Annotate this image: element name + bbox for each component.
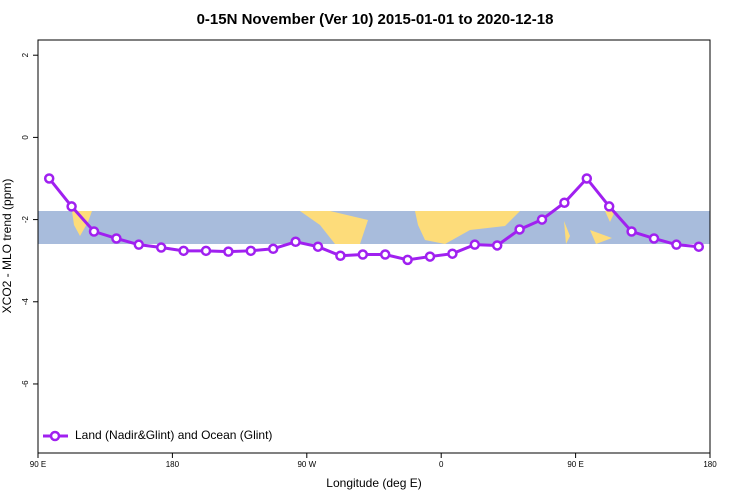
- data-point: [514, 224, 525, 235]
- data-point: [200, 245, 212, 257]
- data-point: [671, 239, 682, 250]
- data-point: [469, 239, 481, 250]
- y-axis-label: XCO2 - MLO trend (ppm): [0, 179, 14, 314]
- x-tick-label: 90 W: [297, 460, 316, 469]
- data-point: [648, 233, 660, 244]
- data-point: [111, 233, 122, 244]
- data-point: [133, 239, 145, 250]
- data-point: [312, 241, 324, 252]
- data-point: [626, 226, 637, 237]
- data-point: [66, 201, 77, 212]
- x-tick-label: 180: [703, 460, 717, 469]
- data-point: [379, 249, 391, 260]
- data-point: [88, 226, 100, 237]
- data-point: [43, 173, 55, 184]
- legend-marker: [49, 430, 61, 442]
- y-tick-label: -4: [21, 298, 30, 306]
- x-axis-label: Longitude (deg E): [326, 476, 421, 490]
- data-point: [402, 254, 413, 266]
- data-point: [447, 248, 458, 259]
- data-point: [267, 243, 279, 255]
- land: [72, 211, 615, 244]
- data-point: [559, 197, 570, 208]
- x-tick-label: 90 E: [30, 460, 46, 469]
- y-tick-label: -2: [21, 215, 30, 223]
- data-point: [424, 251, 436, 262]
- plot-frame: [37, 39, 711, 454]
- data-point: [491, 240, 503, 251]
- data-point: [335, 250, 346, 261]
- data-point: [536, 214, 548, 225]
- data-point: [155, 242, 167, 253]
- data-point: [223, 246, 234, 257]
- data-point: [603, 201, 615, 212]
- legend-label: Land (Nadir&Glint) and Ocean (Glint): [75, 428, 272, 442]
- data-point: [178, 245, 189, 257]
- x-tick-label: 180: [166, 460, 180, 469]
- y-tick-label: -6: [21, 380, 30, 388]
- data-point: [581, 173, 593, 184]
- data-point: [693, 241, 705, 252]
- map-band: [38, 211, 710, 244]
- data-point: [357, 249, 369, 260]
- x-tick-label: 90 E: [567, 460, 583, 469]
- y-tick-label: 2: [21, 52, 30, 57]
- chart-title: 0-15N November (Ver 10) 2015-01-01 to 20…: [197, 11, 554, 28]
- data-point: [245, 245, 257, 257]
- y-tick-label: 0: [21, 135, 30, 140]
- x-tick-label: 0: [439, 460, 444, 469]
- data-point: [290, 236, 301, 248]
